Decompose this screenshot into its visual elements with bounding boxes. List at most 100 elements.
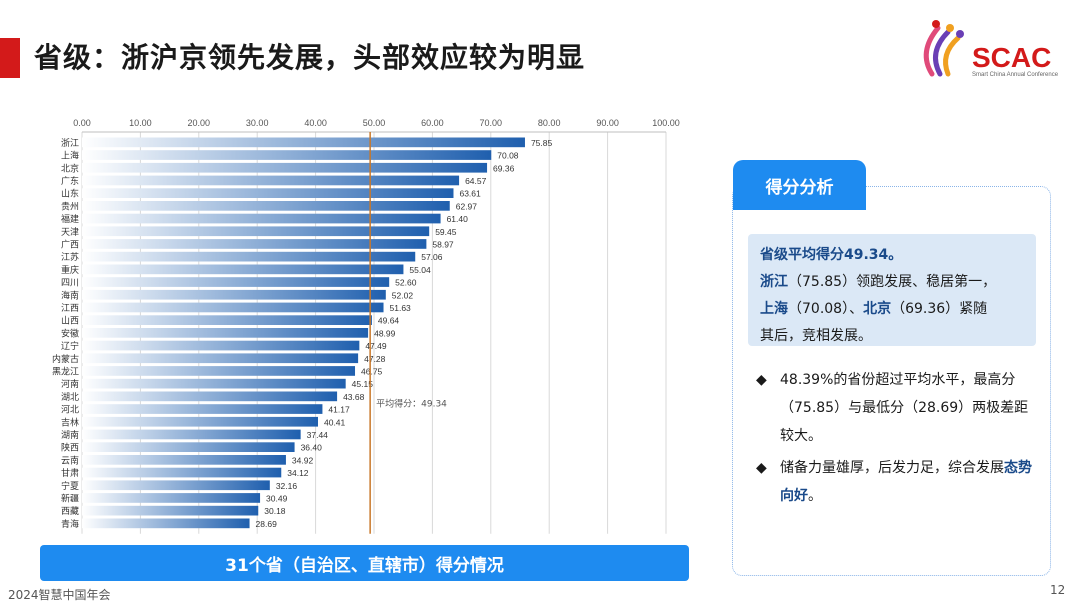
value-label: 36.40: [301, 443, 323, 453]
value-label: 52.60: [395, 278, 417, 288]
value-label: 34.92: [292, 455, 314, 465]
bar-湖南: [82, 429, 301, 440]
category-label: 宁夏: [61, 480, 79, 492]
bar-山西: [82, 315, 372, 325]
bar-海南: [82, 289, 386, 300]
scac-logo: SCAC Smart China Annual Conference: [910, 14, 1060, 84]
category-label: 内蒙古: [52, 353, 79, 365]
logo-subtitle: Smart China Annual Conference: [972, 72, 1059, 78]
bar-江西: [82, 302, 384, 313]
category-label: 北京: [61, 162, 79, 174]
bar-江苏: [82, 251, 416, 262]
x-tick-label: 50.00: [363, 118, 386, 128]
bar-河北: [82, 404, 323, 414]
value-label: 55.04: [409, 265, 431, 275]
category-label: 新疆: [61, 492, 79, 504]
diamond-bullet-icon: ◆: [756, 460, 767, 476]
summary-zhejiang: 浙江: [760, 274, 788, 290]
category-label: 陕西: [61, 442, 79, 454]
summary-box: 省级平均得分49.34。 浙江（75.85）领跑发展、稳居第一， 上海（70.0…: [748, 234, 1036, 346]
value-label: 32.16: [276, 481, 298, 491]
category-label: 上海: [61, 150, 79, 162]
x-tick-label: 30.00: [246, 118, 269, 128]
bar-浙江: [82, 137, 525, 148]
bar-新疆: [82, 493, 261, 503]
value-label: 28.69: [256, 519, 278, 529]
bar-青海: [82, 518, 250, 529]
bar-贵州: [82, 201, 450, 211]
summary-beijing: 北京: [863, 301, 892, 317]
analysis-panel: [732, 186, 1051, 576]
value-label: 70.08: [497, 151, 519, 161]
summary-line-end: 其后，竞相发展。: [760, 328, 872, 344]
category-label: 安徽: [61, 327, 79, 339]
value-label: 43.68: [343, 392, 365, 402]
logo-text: SCAC: [972, 42, 1052, 73]
value-label: 34.12: [287, 468, 309, 478]
summary-line-zhejiang: 浙江（75.85）领跑发展、稳居第一，: [760, 269, 1024, 296]
value-label: 51.63: [390, 303, 412, 313]
value-label: 59.45: [435, 227, 457, 237]
bullet-list: ◆ 48.39%的省份超过平均水平，最高分（75.85）与最低分（28.69）两…: [756, 366, 1036, 514]
category-label: 江苏: [61, 251, 79, 263]
value-label: 30.49: [266, 493, 288, 503]
value-label: 58.97: [432, 239, 454, 249]
category-label: 广西: [61, 238, 79, 250]
chart-caption: 31个省（自治区、直辖市）得分情况: [40, 545, 689, 581]
bar-陕西: [82, 442, 295, 452]
category-label: 山西: [61, 316, 79, 327]
x-tick-label: 100.00: [652, 118, 680, 128]
category-label: 江西: [61, 303, 79, 314]
bar-宁夏: [82, 480, 270, 491]
summary-line-shanghai-beijing: 上海（70.08）、北京（69.36）紧随: [760, 296, 1024, 323]
category-label: 广东: [61, 175, 79, 187]
diamond-bullet-icon: ◆: [756, 372, 767, 388]
summary-shanghai: 上海: [760, 301, 788, 317]
bar-内蒙古: [82, 353, 359, 364]
category-label: 天津: [61, 227, 79, 238]
value-label: 64.57: [465, 176, 487, 186]
logo-swoosh-icon: [923, 20, 964, 77]
value-label: 37.44: [307, 430, 329, 440]
bullet-text: 48.39%的省份超过平均水平，最高分（75.85）与最低分（28.69）两极差…: [780, 372, 1029, 444]
summary-shanghai-text: （70.08）、: [788, 301, 864, 317]
x-tick-label: 10.00: [129, 118, 152, 128]
category-label: 海南: [61, 289, 79, 301]
page-title: 省级：浙沪京领先发展，头部效应较为明显: [34, 41, 586, 74]
summary-heading: 省级平均得分49.34。: [760, 247, 903, 263]
bar-安徽: [82, 328, 369, 338]
summary-zhejiang-text: （75.85）领跑发展、稳居第一，: [788, 274, 997, 290]
bar-吉林: [82, 416, 318, 427]
bar-上海: [82, 150, 492, 160]
category-label: 吉林: [61, 416, 79, 428]
bar-黑龙江: [82, 366, 356, 376]
category-label: 湖南: [61, 429, 79, 441]
bar-河南: [82, 378, 346, 389]
average-line-label: 平均得分：49.34: [376, 398, 447, 410]
category-label: 山东: [61, 188, 79, 200]
value-label: 47.49: [365, 341, 387, 351]
category-label: 重庆: [61, 264, 79, 276]
bar-福建: [82, 213, 441, 224]
bar-西藏: [82, 505, 259, 516]
x-tick-label: 60.00: [421, 118, 444, 128]
bar-北京: [82, 162, 488, 173]
value-label: 45.15: [352, 379, 374, 389]
province-score-bar-chart: 0.00 10.00 20.00 30.00 40.00 50.00 60.00 70.00 8…: [52, 118, 680, 534]
bullet-text-highlight: 态势向好: [780, 460, 1032, 504]
x-tick-label: 20.00: [188, 118, 211, 128]
bar-云南: [82, 455, 286, 465]
bar-山东: [82, 188, 454, 198]
category-label: 浙江: [61, 137, 79, 149]
x-tick-label: 40.00: [304, 118, 327, 128]
value-label: 52.02: [392, 290, 414, 300]
value-label: 69.36: [493, 163, 515, 173]
category-label: 西藏: [61, 505, 79, 517]
category-label: 四川: [61, 279, 79, 289]
value-label: 49.64: [378, 316, 400, 326]
bar-广西: [82, 239, 427, 249]
bar-天津: [82, 226, 430, 237]
x-tick-label: 80.00: [538, 118, 561, 128]
category-label: 福建: [61, 213, 79, 225]
bullet-text-a: 储备力量雄厚，后发力足，综合发展: [780, 460, 1004, 476]
